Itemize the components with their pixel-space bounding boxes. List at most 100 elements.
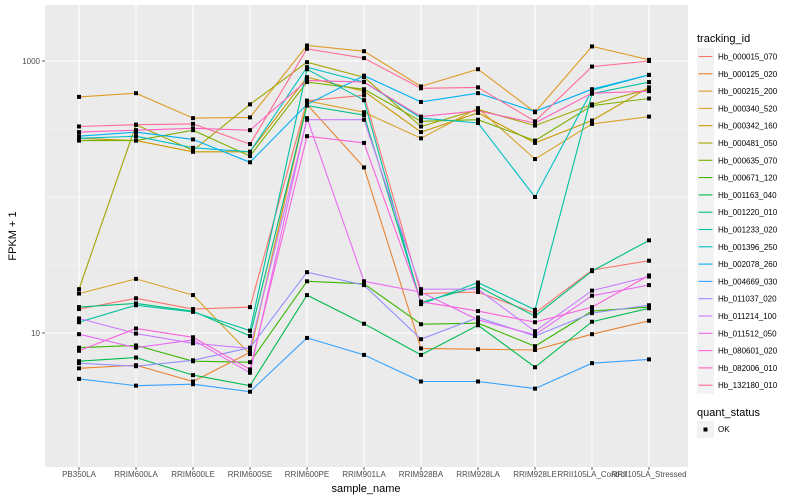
data-point-Hb_011512_050 — [590, 293, 594, 298]
y-axis: 10 1000 — [22, 57, 45, 338]
x-tick-label: RRII105LA_Stressed — [611, 470, 686, 479]
data-point-Hb_000671_120 — [305, 279, 309, 284]
data-point-Hb_001233_020 — [305, 67, 309, 72]
data-point-Hb_011512_050 — [77, 332, 81, 337]
y-tick-label: 1000 — [22, 57, 40, 66]
data-point-Hb_000340_520 — [305, 98, 309, 103]
data-point-Hb_000125_020 — [533, 347, 537, 352]
x-axis: PB350LA RRIM600LA RRIM600LE RRIM600SE RRIM60… — [62, 467, 687, 479]
data-point-Hb_001163_040 — [647, 306, 651, 311]
data-point-Hb_000015_070 — [533, 311, 537, 316]
data-point-Hb_000215_200 — [191, 116, 195, 121]
legend-label: Hb_001233_020 — [718, 226, 778, 235]
data-point-Hb_011037_020 — [134, 364, 138, 369]
data-point-Hb_000481_050 — [419, 124, 423, 129]
data-point-Hb_001396_250 — [134, 134, 138, 139]
data-point-Hb_080601_020 — [476, 309, 480, 314]
data-point-Hb_082006_010 — [590, 91, 594, 96]
data-point-Hb_000340_520 — [77, 291, 81, 296]
data-point-Hb_011037_020 — [305, 270, 309, 275]
data-point-Hb_011214_100 — [362, 117, 366, 122]
data-point-Hb_000125_020 — [590, 332, 594, 337]
data-point-Hb_011214_100 — [590, 288, 594, 293]
data-point-Hb_004669_030 — [248, 389, 252, 394]
data-point-Hb_001220_010 — [77, 305, 81, 310]
legend-color-title: tracking_id — [697, 33, 750, 45]
data-point-Hb_132180_010 — [590, 64, 594, 69]
data-point-Hb_080601_020 — [77, 348, 81, 353]
legend-label-ok: OK — [718, 425, 730, 434]
data-point-Hb_001163_040 — [134, 355, 138, 360]
x-tick-label: RRIM600SE — [228, 470, 272, 479]
data-point-Hb_004669_030 — [191, 382, 195, 387]
data-point-Hb_011512_050 — [305, 116, 309, 121]
data-point-Hb_000671_120 — [533, 344, 537, 349]
data-point-Hb_011037_020 — [362, 283, 366, 288]
data-point-Hb_000671_120 — [419, 322, 423, 327]
data-point-Hb_000015_070 — [647, 258, 651, 263]
data-point-Hb_000125_020 — [647, 318, 651, 323]
data-point-Hb_080601_020 — [590, 305, 594, 310]
legend-label: Hb_000342_160 — [718, 122, 778, 131]
legend-label: Hb_002078_260 — [718, 260, 778, 269]
data-point-Hb_011512_050 — [362, 279, 366, 284]
data-point-Hb_001396_250 — [533, 195, 537, 199]
gridlines — [45, 5, 688, 467]
legend-shape-title: quant_status — [697, 407, 760, 419]
data-point-Hb_011512_050 — [134, 345, 138, 350]
data-point-Hb_000635_070 — [647, 96, 651, 101]
data-point-Hb_004669_030 — [134, 383, 138, 388]
data-point-Hb_000215_200 — [248, 115, 252, 120]
legend-ok-point-icon — [703, 427, 708, 432]
data-point-Hb_000125_020 — [191, 379, 195, 384]
series-points — [77, 43, 651, 394]
x-tick-label: RRIM600LA — [114, 470, 158, 479]
legend-label: Hb_001163_040 — [718, 191, 777, 200]
data-point-Hb_001220_010 — [362, 113, 366, 118]
data-point-Hb_001220_010 — [476, 284, 480, 289]
data-point-Hb_004669_030 — [77, 376, 81, 381]
data-point-Hb_000635_070 — [248, 154, 252, 159]
data-point-Hb_011512_050 — [419, 290, 423, 295]
legend: tracking_id Hb_000015_070Hb_000125_020Hb… — [697, 33, 778, 438]
legend-label: Hb_000635_070 — [718, 156, 778, 165]
data-point-Hb_132180_010 — [647, 59, 651, 63]
data-point-Hb_001233_020 — [134, 303, 138, 308]
data-point-Hb_000215_200 — [77, 94, 81, 99]
legend-label: Hb_000015_070 — [718, 53, 778, 62]
data-point-Hb_004669_030 — [419, 379, 423, 384]
data-point-Hb_000342_160 — [476, 110, 480, 115]
data-point-Hb_002078_260 — [191, 137, 195, 142]
data-point-Hb_082006_010 — [191, 126, 195, 131]
data-point-Hb_011037_020 — [191, 358, 195, 363]
x-tick-label: RRIM928BA — [399, 470, 444, 479]
data-point-Hb_000635_070 — [590, 103, 594, 108]
data-point-Hb_080601_020 — [419, 299, 423, 304]
data-point-Hb_132180_010 — [134, 122, 138, 127]
data-point-Hb_000340_520 — [533, 157, 537, 162]
legend-label: Hb_011037_020 — [718, 295, 777, 304]
data-point-Hb_080601_020 — [533, 320, 537, 325]
data-point-Hb_011512_050 — [647, 283, 651, 288]
data-point-Hb_000340_520 — [419, 136, 423, 141]
data-point-Hb_001233_020 — [419, 302, 423, 307]
data-point-Hb_080601_020 — [191, 335, 195, 340]
data-point-Hb_011214_100 — [419, 287, 423, 292]
data-point-Hb_001163_040 — [305, 293, 309, 298]
data-point-Hb_001396_250 — [305, 65, 309, 70]
data-point-Hb_000340_520 — [362, 110, 366, 115]
data-point-Hb_001220_010 — [647, 238, 651, 243]
legend-label: Hb_080601_020 — [718, 347, 778, 356]
data-point-Hb_002078_260 — [590, 87, 594, 92]
plot-panel — [45, 5, 688, 467]
data-point-Hb_011214_100 — [134, 331, 138, 336]
legend-label: Hb_001220_010 — [718, 208, 778, 217]
data-point-Hb_001163_040 — [419, 352, 423, 357]
data-point-Hb_000015_070 — [248, 305, 252, 310]
data-point-Hb_080601_020 — [248, 367, 252, 372]
legend-label: Hb_011512_050 — [718, 329, 777, 338]
data-point-Hb_000481_050 — [248, 102, 252, 107]
data-point-Hb_001396_250 — [248, 149, 252, 154]
data-point-Hb_082006_010 — [419, 114, 423, 119]
x-axis-title: sample_name — [331, 483, 400, 495]
